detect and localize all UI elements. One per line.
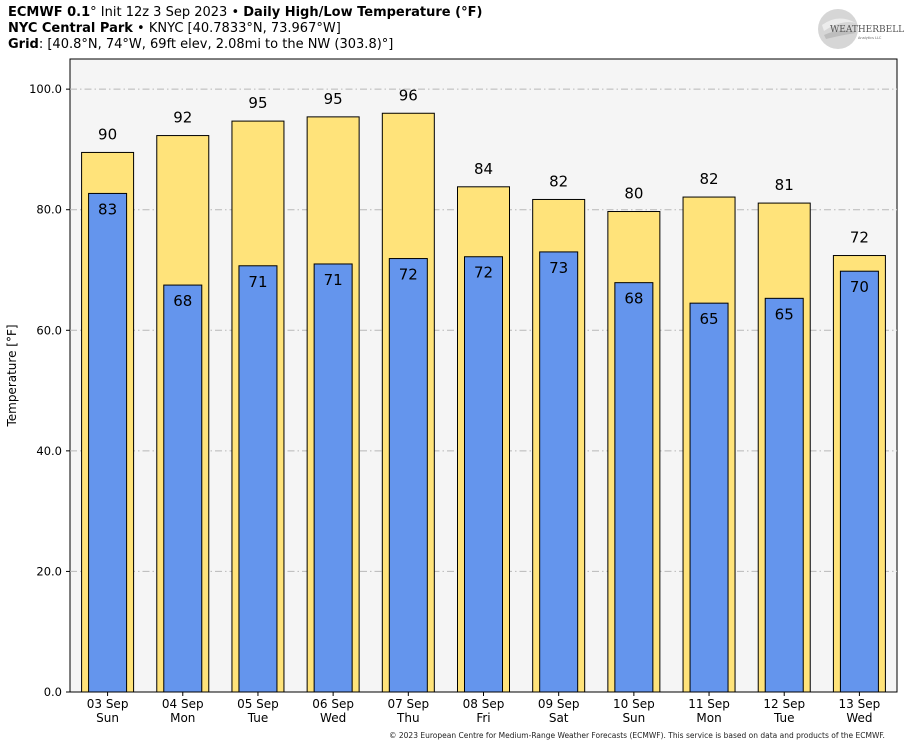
title-init: Init 12z 3 Sep 2023 <box>96 5 228 20</box>
high-temp-label: 95 <box>324 90 343 108</box>
low-temp-label: 68 <box>173 292 192 310</box>
y-tick-label: 0.0 <box>44 685 62 699</box>
x-tick-day: Tue <box>247 711 269 725</box>
low-temp-bar <box>614 282 654 693</box>
low-temp-label: 70 <box>850 278 869 296</box>
x-tick-day: Tue <box>773 711 795 725</box>
high-temp-label: 96 <box>399 86 418 104</box>
x-tick-date: 09 Sep <box>538 697 580 711</box>
title-degree: ° <box>90 5 97 20</box>
x-tick-date: 07 Sep <box>387 697 429 711</box>
low-temp-bar <box>839 270 879 693</box>
low-temp-label: 65 <box>699 310 718 328</box>
low-temp-label: 72 <box>399 266 418 284</box>
x-tick-day: Wed <box>320 711 346 725</box>
high-temp-label: 72 <box>850 229 869 247</box>
x-tick-date: 13 Sep <box>839 697 881 711</box>
x-tick-day: Mon <box>170 711 195 725</box>
low-temp-label: 71 <box>324 271 343 289</box>
grid-label: Grid <box>8 37 39 52</box>
weatherbell-logo: WEATHERBELL Analytics LLC <box>818 9 904 49</box>
high-temp-label: 90 <box>98 125 117 143</box>
low-temp-bar <box>539 251 579 693</box>
x-tick-day: Mon <box>696 711 721 725</box>
high-temp-label: 92 <box>173 109 192 127</box>
copyright-notice: © 2023 European Centre for Medium-Range … <box>389 731 885 740</box>
y-tick-label: 60.0 <box>36 323 62 337</box>
low-temp-bar <box>689 302 729 693</box>
x-tick-date: 10 Sep <box>613 697 655 711</box>
x-tick-date: 05 Sep <box>237 697 279 711</box>
station-details: KNYC [40.7833°N, 73.967°W] <box>148 21 341 36</box>
bars <box>81 112 886 693</box>
x-tick-day: Fri <box>476 711 490 725</box>
station-line: NYC Central Park • KNYC [40.7833°N, 73.9… <box>8 21 341 37</box>
grid-line: Grid: [40.8°N, 74°W, 69ft elev, 2.08mi t… <box>8 37 393 53</box>
x-tick-day: Sun <box>96 711 119 725</box>
low-temp-bar <box>764 297 804 693</box>
x-tick-day: Sun <box>622 711 645 725</box>
low-temp-label: 73 <box>549 259 568 277</box>
x-tick-date: 06 Sep <box>312 697 354 711</box>
x-tick-date: 04 Sep <box>162 697 204 711</box>
low-temp-label: 68 <box>624 290 643 308</box>
logo-wordmark: WEATHERBELL <box>830 25 904 35</box>
title-separator: • <box>227 5 244 20</box>
high-temp-label: 82 <box>549 172 568 190</box>
x-tick-date: 12 Sep <box>763 697 805 711</box>
low-temp-bar <box>464 256 503 693</box>
x-tick-day: Sat <box>549 711 569 725</box>
high-temp-label: 84 <box>474 160 493 178</box>
value-labels: 90 83 92 68 95 71 95 71 96 72 84 72 82 73 80 68 82 65 81 65… <box>98 86 869 328</box>
logo-globe-icon <box>818 9 858 49</box>
x-tick-date: 11 Sep <box>688 697 730 711</box>
y-tick-label: 20.0 <box>36 564 62 578</box>
high-temp-label: 81 <box>775 176 794 194</box>
x-tick-day: Wed <box>846 711 872 725</box>
y-tick-label: 80.0 <box>36 203 62 217</box>
high-temp-label: 82 <box>699 170 718 188</box>
low-temp-bar <box>313 263 353 693</box>
x-tick-date: 03 Sep <box>87 697 129 711</box>
low-temp-bar <box>388 258 428 693</box>
chart-title: ECMWF 0.1° Init 12z 3 Sep 2023 • Daily H… <box>8 5 482 21</box>
station-name: NYC Central Park <box>8 21 133 36</box>
title-product: Daily High/Low Temperature (°F) <box>243 5 483 20</box>
low-temp-bar <box>238 265 278 693</box>
low-temp-label: 72 <box>474 264 493 282</box>
high-temp-label: 80 <box>624 185 643 203</box>
low-temp-label: 65 <box>775 305 794 323</box>
high-temp-label: 95 <box>248 94 267 112</box>
low-temp-label: 83 <box>98 200 117 218</box>
y-tick-label: 40.0 <box>36 444 62 458</box>
y-tick-label: 100.0 <box>29 82 62 96</box>
x-tick-day: Thu <box>396 711 420 725</box>
x-tick-date: 08 Sep <box>463 697 505 711</box>
title-model: ECMWF 0.1 <box>8 5 91 20</box>
low-temp-bar <box>163 284 203 693</box>
y-axis-label: Temperature [°F] <box>5 324 19 427</box>
low-temp-label: 71 <box>248 273 267 291</box>
logo-subtext: Analytics LLC <box>858 36 882 40</box>
station-separator: • <box>132 21 149 36</box>
grid-details: : [40.8°N, 74°W, 69ft elev, 2.08mi to th… <box>38 37 394 52</box>
low-temp-bar <box>88 192 128 693</box>
